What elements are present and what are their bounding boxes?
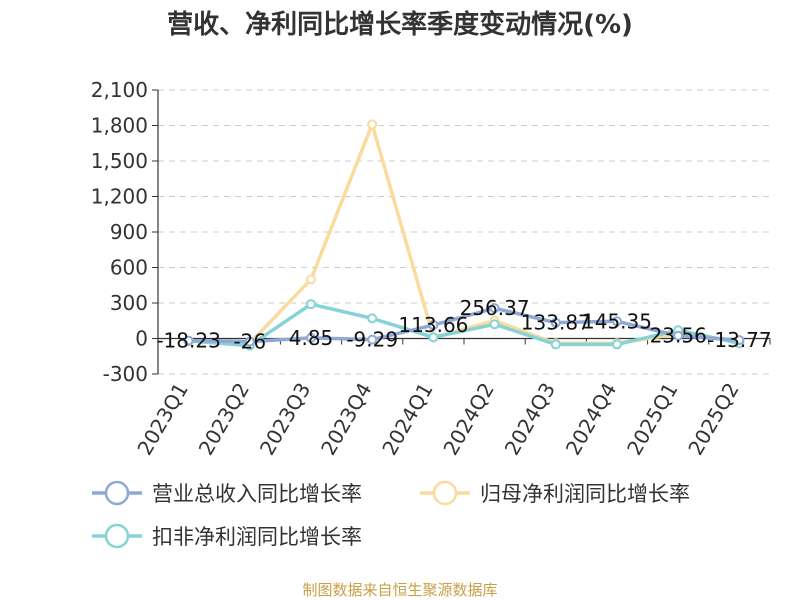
y-axis: 2,100 1,800 1,500 1,200 900 600 300 0 -300 [91,78,159,386]
data-point[interactable] [367,313,378,324]
data-point[interactable] [306,332,316,343]
legend-label: 归母净利润同比增长率 [480,482,690,506]
data-point[interactable] [367,119,378,130]
data-point[interactable] [734,335,745,346]
data-label: 23.56 [650,324,707,348]
y-tick-label: 2,100 [91,78,148,102]
data-point[interactable] [612,339,622,350]
legend-item[interactable]: 扣非净利润同比增长率 [92,523,362,549]
y-tick-label: 300 [110,291,148,315]
y-tick-label: -300 [103,362,148,386]
x-tick-label: 2023Q3 [255,379,315,460]
y-tick-label: 1,200 [91,185,148,209]
data-point[interactable] [673,330,684,341]
x-axis: 2023Q1 2023Q2 2023Q3 2023Q4 2024Q1 2024Q2 2024… [132,337,771,460]
data-point[interactable] [489,319,500,330]
y-tick-label: 1,500 [91,149,148,173]
data-point[interactable] [550,339,561,350]
data-point[interactable] [489,303,500,314]
x-tick-label: 2023Q1 [132,379,192,460]
series-line [188,306,740,344]
legend-label: 营业总收入同比增长率 [152,482,362,506]
data-point[interactable] [428,332,439,343]
legend-item[interactable]: 营业总收入同比增长率 [92,480,362,506]
data-label: -13.77 [707,328,771,352]
data-point[interactable] [244,336,255,347]
data-label: -9.29 [346,328,398,352]
data-point[interactable] [367,334,378,345]
data-point[interactable] [306,299,316,310]
x-tick-label: 2024Q2 [438,378,498,459]
x-tick-label: 2023Q2 [194,379,254,460]
data-label: 145.35 [582,309,652,333]
grid-lines [158,89,770,375]
y-tick-label: 1,800 [91,114,148,138]
data-label: 4.85 [289,326,334,350]
x-tick-label: 2025Q2 [683,379,743,460]
data-label: -18.23 [156,329,220,353]
legend-item[interactable]: 归母净利润同比增长率 [420,480,690,506]
y-tick-label: 900 [110,220,148,244]
source-note: 制图数据来自恒生聚源数据库 [302,581,497,599]
y-tick-label: 0 [135,327,148,351]
data-point[interactable] [550,317,561,328]
y-tick-label: 600 [110,256,148,280]
x-tick-label: 2024Q4 [561,379,621,460]
series-group [183,119,745,351]
legend-label: 扣非净利润同比增长率 [152,525,362,549]
data-point[interactable] [183,335,194,346]
data-label: 133.87 [521,311,591,335]
x-tick-label: 2025Q1 [622,379,682,460]
data-point[interactable] [428,320,439,331]
x-tick-label: 2023Q4 [316,379,376,460]
series-line [188,302,740,348]
data-label: 256.37 [460,296,530,320]
data-labels: -18.23 -26 4.85 -9.29113.66256.37133.87145.… [156,296,771,353]
x-tick-label: 2024Q1 [377,379,437,460]
legend-swatch-marker [104,480,130,506]
data-label: 113.66 [398,313,468,337]
legend-swatch-marker [432,480,458,506]
data-point[interactable] [612,316,622,327]
x-tick-label: 2024Q3 [500,379,560,460]
chart-title: 营收、净利同比增长率季度变动情况(%) [167,9,633,40]
data-point[interactable] [306,274,316,285]
legend-swatch-marker [104,523,130,549]
data-label: -26 [233,330,266,354]
